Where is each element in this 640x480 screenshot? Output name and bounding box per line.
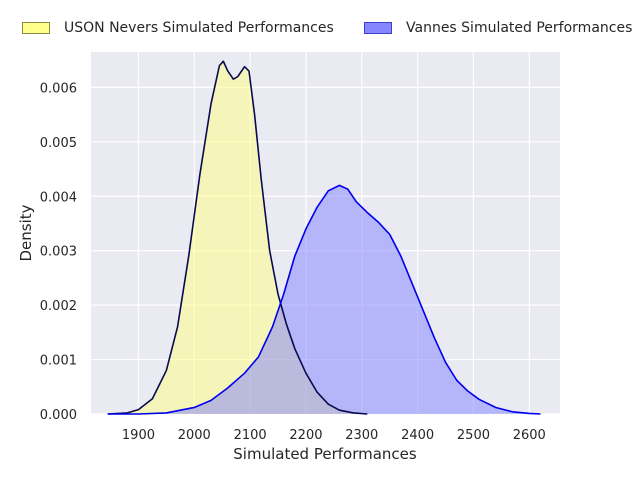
- y-tick-label: 0.001: [40, 354, 77, 369]
- y-tick-label: 0.000: [40, 408, 77, 423]
- x-tick-label: 2200: [289, 428, 322, 443]
- x-tick-label: 2400: [401, 428, 434, 443]
- density-area-uson: [107, 61, 368, 414]
- legend: USON Nevers Simulated Performances Vanne…: [0, 20, 640, 42]
- x-tick-label: 2600: [513, 428, 546, 443]
- legend-label-uson: USON Nevers Simulated Performances: [64, 20, 334, 36]
- legend-item-vannes: Vannes Simulated Performances: [364, 20, 632, 36]
- legend-swatch-vannes: [364, 22, 392, 34]
- y-tick-label: 0.006: [40, 81, 77, 96]
- y-tick-label: 0.003: [40, 245, 77, 260]
- x-tick-label: 2500: [457, 428, 490, 443]
- density-line-uson: [107, 60, 368, 415]
- x-tick-label: 2300: [345, 428, 378, 443]
- y-tick-label: 0.004: [40, 190, 77, 205]
- x-tick-label: 2000: [178, 428, 211, 443]
- x-tick-labels: 1900 2000 2100 2200 2300 2400 2500 2600: [122, 428, 546, 443]
- y-tick-labels: 0.000 0.001 0.002 0.003 0.004 0.005 0.006: [40, 81, 77, 423]
- x-tick-label: 1900: [122, 428, 155, 443]
- density-area-vannes: [107, 185, 541, 414]
- x-tick-label: 2100: [234, 428, 267, 443]
- legend-swatch-uson: [22, 22, 50, 34]
- legend-label-vannes: Vannes Simulated Performances: [406, 20, 633, 36]
- x-axis-label: Simulated Performances: [233, 445, 417, 463]
- density-line-vannes: [107, 184, 541, 415]
- legend-item-uson: USON Nevers Simulated Performances: [22, 20, 334, 36]
- y-axis-label: Density: [17, 204, 35, 261]
- y-tick-label: 0.002: [40, 299, 77, 314]
- y-tick-label: 0.005: [40, 136, 77, 151]
- density-areas: [107, 60, 541, 415]
